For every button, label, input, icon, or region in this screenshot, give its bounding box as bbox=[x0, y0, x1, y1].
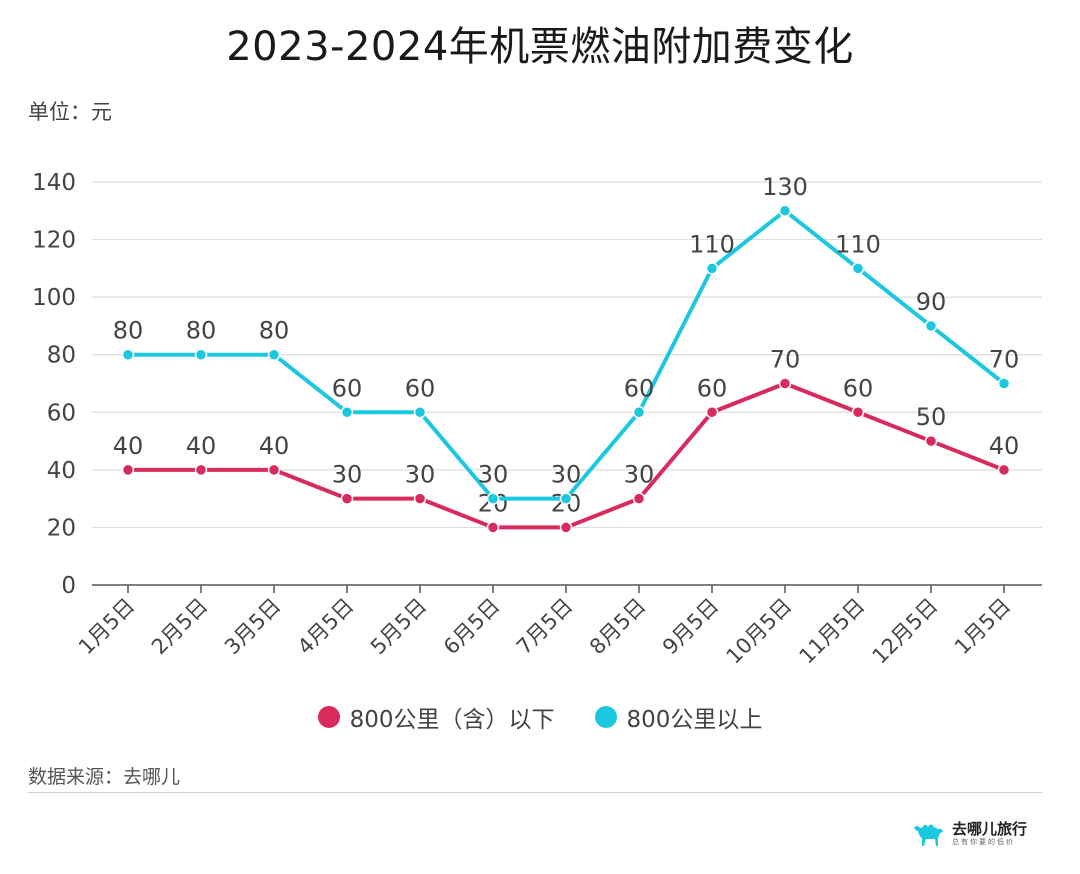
x-tick-label: 8月5日 bbox=[585, 594, 651, 660]
y-tick-label: 60 bbox=[47, 400, 76, 426]
data-point bbox=[705, 262, 719, 275]
data-point bbox=[121, 463, 135, 477]
data-point bbox=[413, 492, 427, 505]
camel-icon bbox=[914, 824, 943, 846]
x-tick-label: 11月5日 bbox=[795, 594, 870, 669]
y-tick-label: 100 bbox=[32, 285, 76, 311]
x-tick-label: 1月5日 bbox=[74, 594, 140, 660]
y-tick-label: 40 bbox=[47, 458, 76, 484]
data-point bbox=[267, 463, 281, 477]
data-point bbox=[997, 377, 1011, 390]
data-point bbox=[778, 377, 792, 390]
data-point bbox=[851, 262, 865, 275]
unit-label: 单位：元 bbox=[28, 100, 112, 124]
data-label: 130 bbox=[762, 173, 808, 201]
data-point bbox=[267, 348, 281, 361]
data-label: 90 bbox=[916, 288, 947, 316]
data-point bbox=[486, 492, 500, 505]
x-tick-label: 12月5日 bbox=[868, 594, 943, 669]
data-point bbox=[632, 492, 646, 505]
data-point bbox=[194, 463, 208, 477]
data-label: 80 bbox=[259, 317, 290, 345]
data-point bbox=[121, 348, 135, 361]
data-label: 70 bbox=[989, 346, 1020, 374]
data-label: 80 bbox=[113, 317, 144, 345]
data-label: 60 bbox=[332, 374, 363, 402]
data-label: 30 bbox=[624, 461, 655, 489]
y-tick-label: 0 bbox=[61, 573, 76, 599]
data-label: 70 bbox=[770, 346, 801, 374]
data-label: 30 bbox=[478, 461, 509, 489]
data-label: 80 bbox=[186, 317, 217, 345]
legend-label-low: 800公里（含）以下 bbox=[349, 707, 555, 733]
data-point bbox=[413, 406, 427, 419]
x-tick-label: 7月5日 bbox=[512, 594, 578, 660]
data-point bbox=[924, 319, 938, 333]
data-label: 40 bbox=[989, 432, 1020, 460]
y-tick-label: 20 bbox=[47, 515, 76, 541]
y-tick-label: 80 bbox=[47, 343, 76, 369]
data-point bbox=[340, 406, 354, 419]
data-label: 30 bbox=[405, 461, 436, 489]
data-point bbox=[705, 406, 719, 419]
y-tick-label: 120 bbox=[32, 228, 76, 254]
data-label: 60 bbox=[697, 374, 728, 402]
data-point bbox=[559, 521, 573, 534]
brand-logo: 去哪儿旅行 总有你要的低价 bbox=[912, 820, 1027, 848]
data-label: 50 bbox=[916, 403, 947, 431]
data-label: 40 bbox=[186, 432, 217, 460]
data-label: 30 bbox=[332, 461, 363, 489]
data-label: 60 bbox=[405, 374, 436, 402]
x-tick-label: 10月5日 bbox=[722, 594, 797, 669]
data-label: 40 bbox=[113, 432, 144, 460]
legend-label-high: 800公里以上 bbox=[626, 707, 763, 733]
x-tick-label: 4月5日 bbox=[293, 594, 359, 660]
data-point bbox=[778, 204, 792, 218]
x-tick-label: 6月5日 bbox=[439, 594, 505, 660]
data-point bbox=[632, 406, 646, 419]
chart-title: 2023-2024年机票燃油附加费变化 bbox=[226, 24, 854, 70]
logo-slogan: 总有你要的低价 bbox=[952, 838, 1015, 846]
legend-item-low: 800公里（含）以下 bbox=[317, 700, 555, 734]
data-point bbox=[997, 463, 1011, 477]
x-tick-label: 9月5日 bbox=[658, 594, 724, 660]
data-point bbox=[194, 348, 208, 361]
data-point bbox=[851, 406, 865, 419]
data-label: 60 bbox=[624, 374, 655, 402]
data-label: 110 bbox=[835, 230, 881, 258]
data-point bbox=[486, 521, 500, 534]
legend-item-high: 800公里以上 bbox=[594, 700, 763, 734]
x-tick-label: 1月5日 bbox=[950, 594, 1016, 660]
data-point bbox=[924, 434, 938, 448]
x-tick-label: 3月5日 bbox=[220, 594, 286, 660]
data-label: 60 bbox=[843, 374, 874, 402]
y-tick-label: 140 bbox=[32, 170, 76, 196]
data-label: 30 bbox=[551, 461, 582, 489]
logo-name: 去哪儿旅行 bbox=[952, 820, 1028, 838]
legend-marker-high bbox=[594, 706, 617, 728]
legend: 800公里（含）以下 800公里以上 bbox=[0, 700, 1080, 734]
x-tick-label: 2月5日 bbox=[147, 594, 213, 660]
legend-marker-low bbox=[317, 706, 340, 728]
data-point bbox=[340, 492, 354, 505]
data-label: 110 bbox=[689, 230, 735, 258]
data-point bbox=[559, 492, 573, 505]
footer-divider bbox=[28, 792, 1042, 793]
data-source: 数据来源：去哪儿 bbox=[28, 766, 181, 788]
x-tick-label: 5月5日 bbox=[366, 594, 432, 660]
data-label: 40 bbox=[259, 432, 290, 460]
